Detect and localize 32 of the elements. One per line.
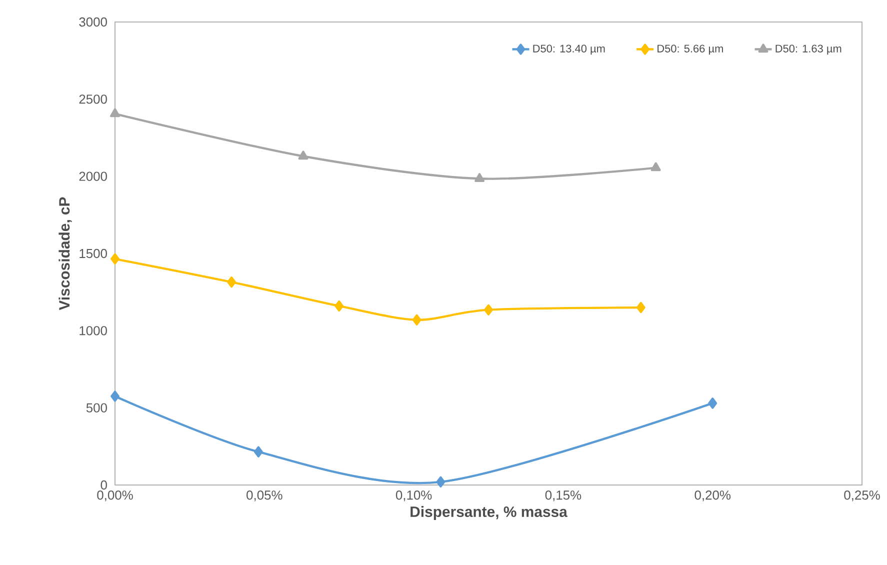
point: [227, 276, 236, 288]
point: [110, 253, 120, 264]
point: [110, 108, 120, 118]
y-tick-label: 0: [100, 480, 107, 490]
x-tick-label: 0,05%: [246, 490, 282, 502]
x-tick-label: 0,25%: [844, 490, 880, 502]
y-tick-label: 1000: [80, 326, 107, 336]
point: [412, 314, 422, 326]
legend-label: D50: 5.66 µm: [658, 44, 723, 55]
point: [334, 300, 344, 312]
y-tick-label: 3000: [79, 17, 107, 27]
point: [708, 398, 718, 409]
y-axis-title: Viscosidade, cP: [58, 197, 72, 310]
y-tick-label: 2000: [79, 172, 107, 181]
point: [650, 162, 661, 172]
point: [474, 173, 485, 182]
x-tick-label: 0,15%: [545, 490, 582, 502]
point: [484, 304, 493, 316]
point: [254, 446, 263, 458]
point: [436, 476, 446, 488]
y-tick-label: 1500: [80, 248, 107, 258]
x-tick-label: 0,00%: [97, 490, 133, 502]
y-tick-label: 2500: [79, 94, 107, 104]
x-axis-title: Dispersante, % massa: [410, 506, 568, 520]
point: [298, 150, 308, 160]
y-tick-label: 500: [86, 403, 107, 412]
legend-label: D50: 13.40 µm: [533, 44, 605, 55]
point: [636, 302, 646, 314]
x-tick-label: 0,20%: [694, 490, 731, 502]
x-tick-label: 0,10%: [396, 490, 432, 502]
point: [110, 390, 120, 402]
legend-label: D50: 1.63 µm: [776, 44, 842, 55]
